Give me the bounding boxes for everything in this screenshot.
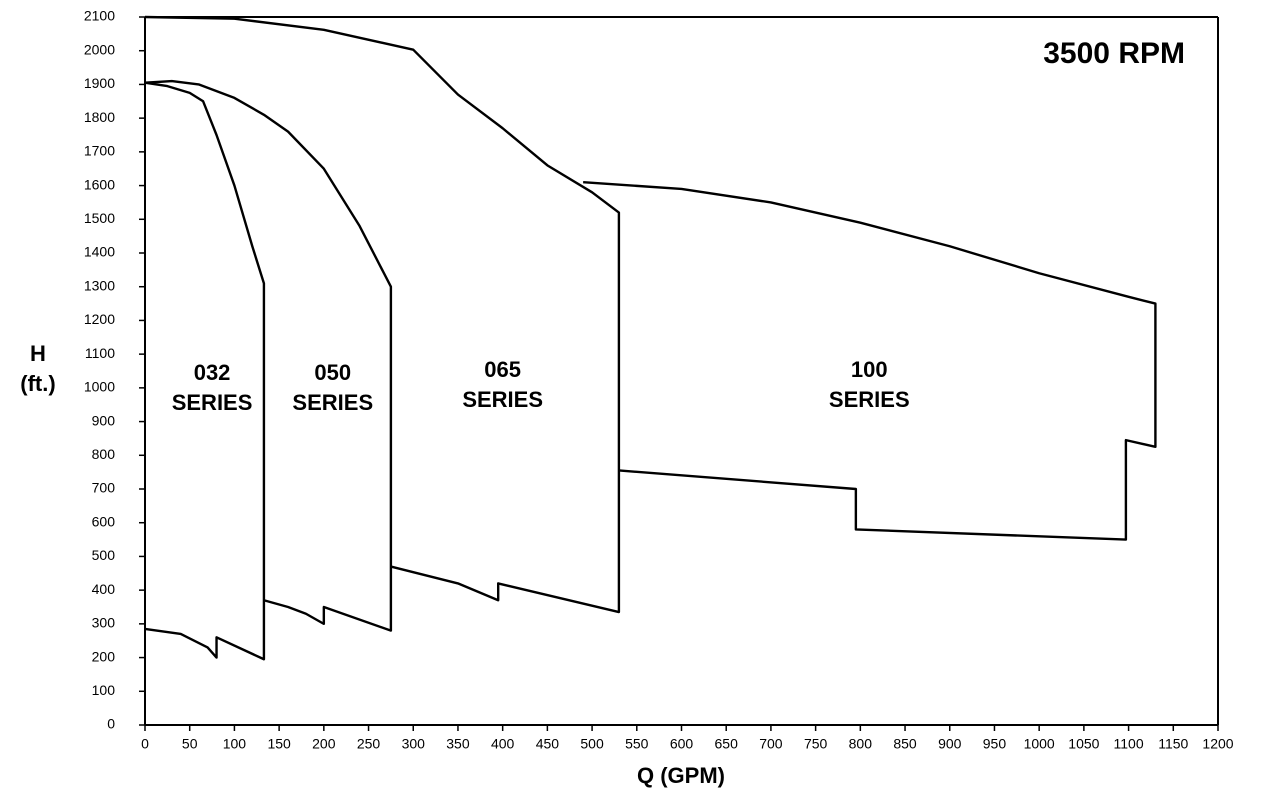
x-axis-label: Q (GPM) — [637, 763, 725, 788]
y-tick-label: 900 — [92, 412, 116, 428]
y-tick-label: 600 — [92, 513, 116, 529]
series-label: SERIES — [172, 390, 253, 415]
y-tick-label: 1700 — [84, 143, 115, 159]
x-tick-label: 550 — [625, 736, 649, 752]
y-tick-label: 700 — [92, 480, 116, 496]
x-tick-label: 800 — [849, 736, 873, 752]
x-tick-label: 350 — [446, 736, 470, 752]
x-tick-label: 100 — [223, 736, 247, 752]
x-tick-label: 300 — [402, 736, 426, 752]
x-tick-label: 1100 — [1114, 736, 1144, 752]
series-outline — [583, 181, 1157, 541]
y-tick-label: 1200 — [84, 311, 115, 327]
series-label: 100 — [851, 357, 888, 382]
x-tick-label: 1150 — [1158, 736, 1188, 752]
y-tick-label: 2000 — [84, 41, 115, 57]
y-tick-label: 300 — [92, 615, 116, 631]
x-tick-label: 50 — [182, 736, 198, 752]
y-tick-label: 100 — [92, 682, 116, 698]
y-tick-label: 2100 — [84, 8, 115, 24]
x-tick-label: 400 — [491, 736, 515, 752]
y-axis-label: (ft.) — [20, 371, 55, 396]
y-tick-label: 1300 — [84, 277, 115, 293]
y-tick-label: 1100 — [85, 345, 115, 361]
series-outline — [144, 81, 266, 661]
series-label: 065 — [484, 357, 521, 382]
x-tick-label: 950 — [983, 736, 1007, 752]
series-label: 032 — [194, 360, 231, 385]
x-tick-label: 1200 — [1202, 736, 1233, 752]
x-tick-label: 500 — [580, 736, 604, 752]
x-tick-label: 750 — [804, 736, 828, 752]
x-tick-label: 600 — [670, 736, 694, 752]
x-tick-label: 1050 — [1068, 736, 1099, 752]
x-tick-label: 850 — [893, 736, 917, 752]
y-tick-label: 1500 — [84, 210, 115, 226]
x-tick-label: 200 — [312, 736, 336, 752]
series-label: 050 — [314, 360, 351, 385]
y-tick-label: 1900 — [84, 75, 115, 91]
y-tick-label: 800 — [92, 446, 116, 462]
y-tick-label: 1600 — [84, 176, 115, 192]
series-outline — [144, 79, 393, 632]
y-tick-label: 400 — [92, 581, 116, 597]
y-tick-label: 0 — [107, 716, 115, 732]
series-outline — [144, 15, 621, 614]
y-tick-label: 1400 — [84, 244, 115, 260]
x-tick-label: 150 — [267, 736, 291, 752]
x-tick-label: 450 — [536, 736, 560, 752]
y-tick-label: 200 — [92, 648, 116, 664]
x-tick-label: 900 — [938, 736, 962, 752]
y-tick-label: 1800 — [84, 109, 115, 125]
x-tick-label: 0 — [141, 736, 149, 752]
x-tick-label: 650 — [715, 736, 739, 752]
y-tick-label: 1000 — [84, 379, 115, 395]
series-label: SERIES — [829, 387, 910, 412]
x-tick-label: 1000 — [1024, 736, 1055, 752]
series-label: SERIES — [292, 390, 373, 415]
y-tick-label: 500 — [92, 547, 116, 563]
rpm-annotation: 3500 RPM — [1043, 37, 1185, 70]
x-tick-label: 700 — [759, 736, 783, 752]
series-label: SERIES — [462, 387, 543, 412]
y-axis-label: H — [30, 341, 46, 366]
x-tick-label: 250 — [357, 736, 381, 752]
